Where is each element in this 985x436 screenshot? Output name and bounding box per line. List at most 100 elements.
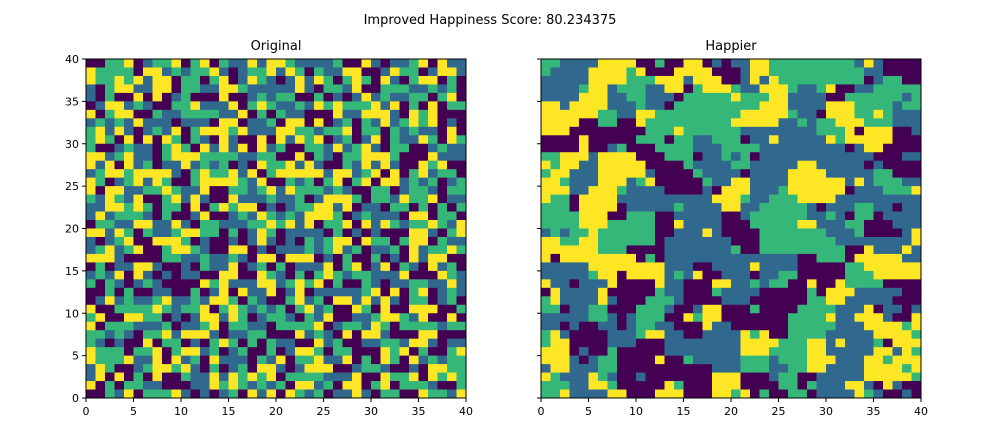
heatmap-cell [304, 177, 315, 187]
heatmap-cell [826, 59, 836, 68]
heatmap-cell [86, 270, 96, 280]
heatmap-cell [380, 253, 391, 263]
heatmap-cell [304, 253, 315, 263]
heatmap-cell [209, 364, 220, 373]
heatmap-cell [209, 135, 220, 145]
heatmap-cell [143, 169, 153, 178]
heatmap-cell [162, 321, 172, 331]
heatmap-cell [788, 270, 798, 280]
heatmap-cell [361, 75, 372, 85]
heatmap-cell [333, 194, 343, 204]
heatmap-cell [143, 135, 153, 145]
heatmap-cell [390, 211, 400, 221]
heatmap-cell [86, 101, 96, 111]
heatmap-cell [902, 126, 912, 136]
heatmap-cell [162, 355, 172, 365]
heatmap-cell [428, 270, 438, 280]
heatmap-cell [133, 313, 144, 323]
heatmap-cell [911, 330, 922, 339]
heatmap-cell [390, 135, 400, 145]
heatmap-cell [569, 381, 580, 390]
heatmap-cell [257, 118, 267, 128]
heatmap-cell [181, 355, 191, 365]
heatmap-cell [304, 355, 315, 365]
heatmap-cell [152, 296, 163, 306]
heatmap-cell [845, 313, 855, 323]
heatmap-cell [323, 194, 334, 204]
heatmap-cell [740, 330, 751, 339]
heatmap-cell [133, 126, 144, 136]
heatmap-cell [200, 109, 210, 119]
heatmap-cell [607, 389, 618, 399]
heatmap-cell [778, 279, 789, 289]
heatmap-cell [105, 109, 115, 119]
heatmap-cell [807, 236, 817, 246]
heatmap-cell [579, 270, 589, 280]
heatmap-cell [247, 262, 258, 272]
heatmap-cell [219, 338, 229, 348]
heatmap-cell [190, 253, 201, 263]
heatmap-cell [645, 304, 656, 314]
heatmap-cell [285, 75, 296, 85]
heatmap-cell [361, 118, 372, 128]
heatmap-cell [409, 364, 419, 373]
heatmap-cell [845, 220, 855, 229]
heatmap-cell [569, 84, 580, 94]
heatmap-cell [769, 236, 779, 246]
heatmap-cell [428, 296, 438, 306]
heatmap-cell [333, 59, 343, 68]
heatmap-cell [693, 287, 703, 297]
heatmap-cell [892, 194, 903, 204]
heatmap-cell [409, 372, 419, 382]
heatmap-cell [579, 279, 589, 289]
heatmap-cell [598, 92, 608, 102]
heatmap-cell [247, 220, 258, 229]
heatmap-cell [712, 143, 722, 153]
heatmap-cell [209, 186, 220, 195]
heatmap-cell [674, 236, 684, 246]
heatmap-cell [200, 364, 210, 373]
heatmap-cell [247, 279, 258, 289]
heatmap-cell [835, 84, 846, 94]
heatmap-cell [835, 211, 846, 221]
heatmap-cell [902, 347, 912, 356]
heatmap-cell [124, 338, 134, 348]
heatmap-cell [190, 287, 201, 297]
heatmap-cell [759, 75, 770, 85]
heatmap-cell [864, 245, 874, 255]
heatmap-cell [655, 92, 665, 102]
heatmap-cell [295, 330, 305, 339]
heatmap-cell [541, 177, 551, 187]
heatmap-cell [873, 287, 884, 297]
heatmap-cell [200, 279, 210, 289]
heatmap-cell [892, 364, 903, 373]
heatmap-cell [105, 152, 115, 161]
heatmap-cell [617, 228, 627, 238]
heatmap-cell [238, 228, 248, 238]
heatmap-cell [323, 169, 334, 178]
heatmap-cell [190, 355, 201, 365]
heatmap-cell [750, 220, 760, 229]
heatmap-cell [864, 364, 874, 373]
heatmap-cell [371, 211, 381, 221]
heatmap-cell [598, 126, 608, 136]
heatmap-cell [712, 135, 722, 145]
heatmap-cell [645, 347, 656, 356]
heatmap-cell [266, 75, 277, 85]
heatmap-cell [854, 287, 865, 297]
heatmap-cell [314, 330, 324, 339]
heatmap-cell [418, 381, 429, 390]
heatmap-cell [266, 228, 277, 238]
heatmap-cell [124, 253, 134, 263]
heatmap-cell [342, 321, 353, 331]
heatmap-cell [911, 67, 922, 77]
heatmap-cell [674, 330, 684, 339]
heatmap-cell [617, 211, 627, 221]
heatmap-cell [826, 313, 836, 323]
heatmap-cell [617, 118, 627, 128]
heatmap-cell [617, 364, 627, 373]
heatmap-cell [750, 92, 760, 102]
heatmap-cell [200, 355, 210, 365]
heatmap-cell [873, 160, 884, 170]
heatmap-cell [276, 296, 286, 306]
